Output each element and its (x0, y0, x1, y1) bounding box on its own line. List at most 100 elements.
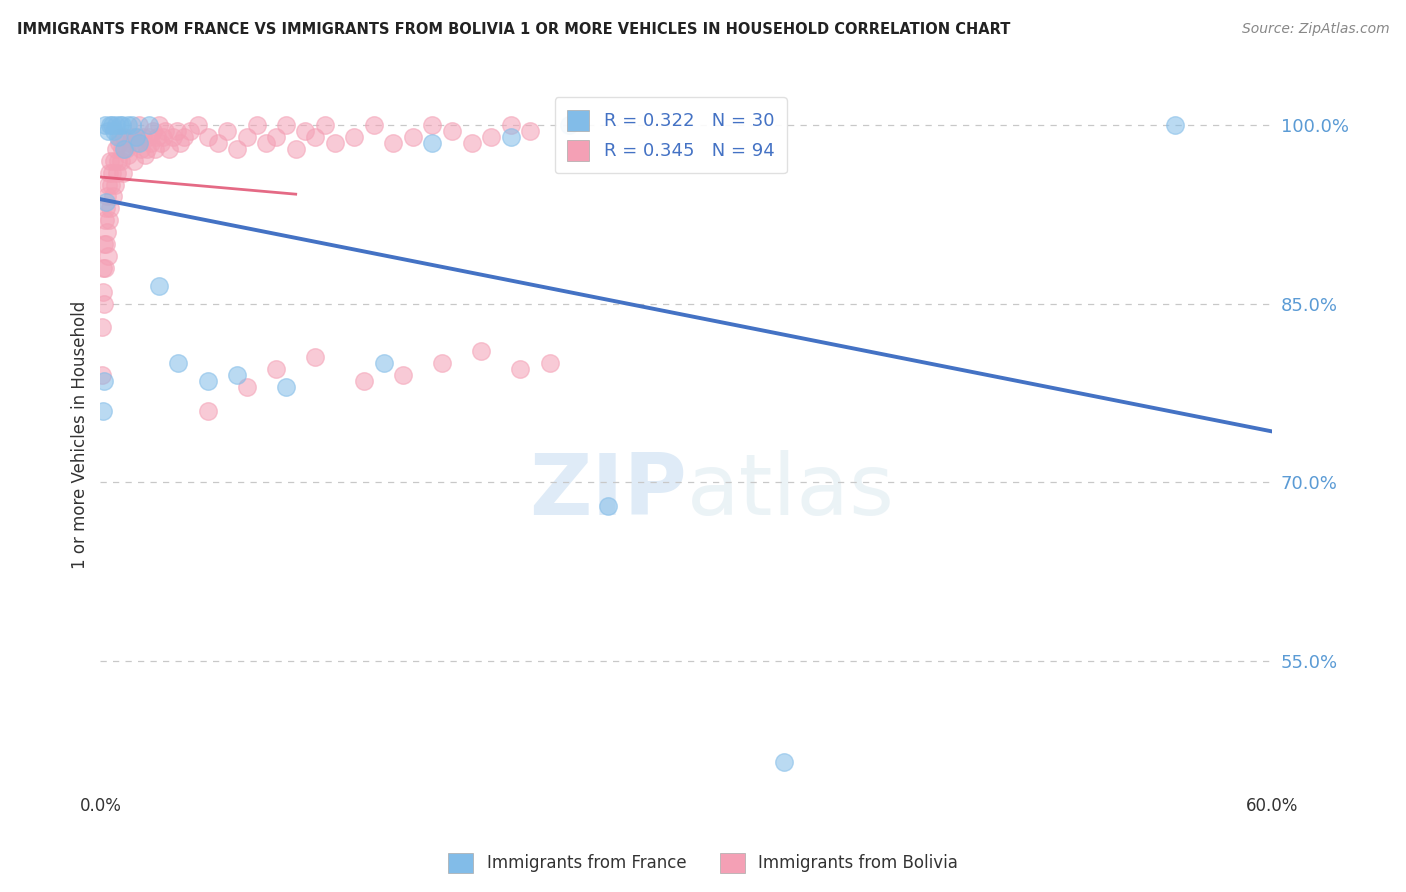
Point (217, 124, 239, 138)
Point (143, 142, 166, 156)
Point (323, 136, 346, 150)
Point (93, 374, 115, 388)
Point (105, 166, 128, 180)
Point (96, 189, 118, 203)
Point (509, 362, 531, 376)
Legend: Immigrants from France, Immigrants from Bolivia: Immigrants from France, Immigrants from … (441, 847, 965, 880)
Point (373, 356, 395, 370)
Point (94, 202, 117, 216)
Point (179, 124, 201, 138)
Text: atlas: atlas (686, 450, 894, 533)
Point (422, 136, 444, 150)
Point (304, 130, 326, 145)
Point (108, 118, 131, 132)
Point (101, 166, 124, 180)
Point (166, 124, 188, 138)
Point (1164, 118, 1187, 132)
Y-axis label: 1 or more Vehicles in Household: 1 or more Vehicles in Household (72, 301, 89, 569)
Point (96, 237, 118, 252)
Point (558, 118, 581, 132)
Point (91, 403, 114, 417)
Point (246, 118, 269, 132)
Point (173, 130, 195, 145)
Point (138, 118, 160, 132)
Point (148, 118, 170, 132)
Point (264, 362, 287, 376)
Point (519, 124, 541, 138)
Point (538, 356, 561, 370)
Point (236, 130, 259, 145)
Point (110, 153, 132, 168)
Point (93, 296, 115, 310)
Point (128, 136, 150, 150)
Point (479, 130, 502, 145)
Point (128, 118, 150, 132)
Point (432, 356, 454, 370)
Point (90, 320, 112, 334)
Text: IMMIGRANTS FROM FRANCE VS IMMIGRANTS FROM BOLIVIA 1 OR MORE VEHICLES IN HOUSEHOL: IMMIGRANTS FROM FRANCE VS IMMIGRANTS FRO… (17, 22, 1011, 37)
Point (167, 356, 190, 370)
Point (134, 148, 156, 162)
Point (392, 368, 415, 382)
Point (142, 124, 165, 138)
Point (139, 136, 162, 150)
Point (98, 202, 121, 216)
Point (94, 118, 117, 132)
Point (343, 130, 366, 145)
Point (284, 142, 307, 156)
Point (114, 142, 136, 156)
Point (111, 166, 134, 180)
Point (93, 213, 115, 227)
Legend: R = 0.322   N = 30, R = 0.345   N = 94: R = 0.322 N = 30, R = 0.345 N = 94 (555, 97, 787, 173)
Point (197, 403, 219, 417)
Point (207, 136, 229, 150)
Point (104, 118, 127, 132)
Point (98, 118, 121, 132)
Point (264, 130, 287, 145)
Point (97, 166, 120, 180)
Point (122, 153, 145, 168)
Point (197, 130, 219, 145)
Point (101, 118, 124, 132)
Point (274, 118, 297, 132)
Point (132, 130, 155, 145)
Point (124, 136, 146, 150)
Point (402, 130, 425, 145)
Point (314, 118, 336, 132)
Point (422, 118, 444, 132)
Point (353, 374, 375, 388)
Point (499, 118, 522, 132)
Point (103, 153, 125, 168)
Point (112, 142, 135, 156)
Point (304, 350, 326, 364)
Point (111, 118, 134, 132)
Point (117, 118, 139, 132)
Point (108, 136, 131, 150)
Point (94, 260, 117, 275)
Point (187, 118, 209, 132)
Point (93, 237, 115, 252)
Point (226, 142, 249, 156)
Point (97, 249, 120, 263)
Point (138, 130, 160, 145)
Point (236, 380, 259, 394)
Point (146, 130, 169, 145)
Point (96, 195, 118, 210)
Point (382, 136, 405, 150)
Point (131, 142, 153, 156)
Point (169, 136, 191, 150)
Point (112, 130, 135, 145)
Point (254, 136, 277, 150)
Point (440, 124, 463, 138)
Point (111, 142, 134, 156)
Point (363, 118, 385, 132)
Point (773, 755, 796, 769)
Point (148, 278, 170, 293)
Point (499, 130, 522, 145)
Point (121, 118, 143, 132)
Point (149, 136, 172, 150)
Point (107, 153, 129, 168)
Point (152, 130, 174, 145)
Point (101, 189, 124, 203)
Point (91, 260, 114, 275)
